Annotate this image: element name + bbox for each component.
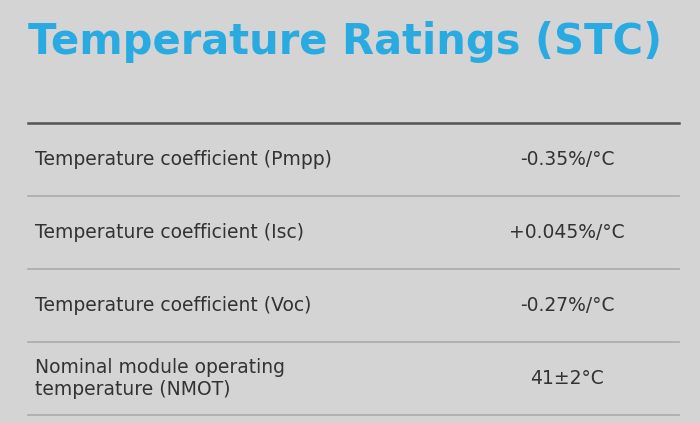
Text: Nominal module operating
temperature (NMOT): Nominal module operating temperature (NM… bbox=[35, 357, 285, 398]
Text: -0.27%/°C: -0.27%/°C bbox=[519, 296, 615, 315]
Text: 41±2°C: 41±2°C bbox=[530, 368, 604, 387]
Text: Temperature coefficient (Voc): Temperature coefficient (Voc) bbox=[35, 296, 312, 315]
Text: -0.35%/°C: -0.35%/°C bbox=[519, 150, 615, 169]
Text: +0.045%/°C: +0.045%/°C bbox=[509, 222, 625, 242]
Text: Temperature Ratings (STC): Temperature Ratings (STC) bbox=[28, 21, 662, 63]
Text: Temperature coefficient (Pmpp): Temperature coefficient (Pmpp) bbox=[35, 150, 332, 169]
Text: Temperature coefficient (Isc): Temperature coefficient (Isc) bbox=[35, 222, 304, 242]
